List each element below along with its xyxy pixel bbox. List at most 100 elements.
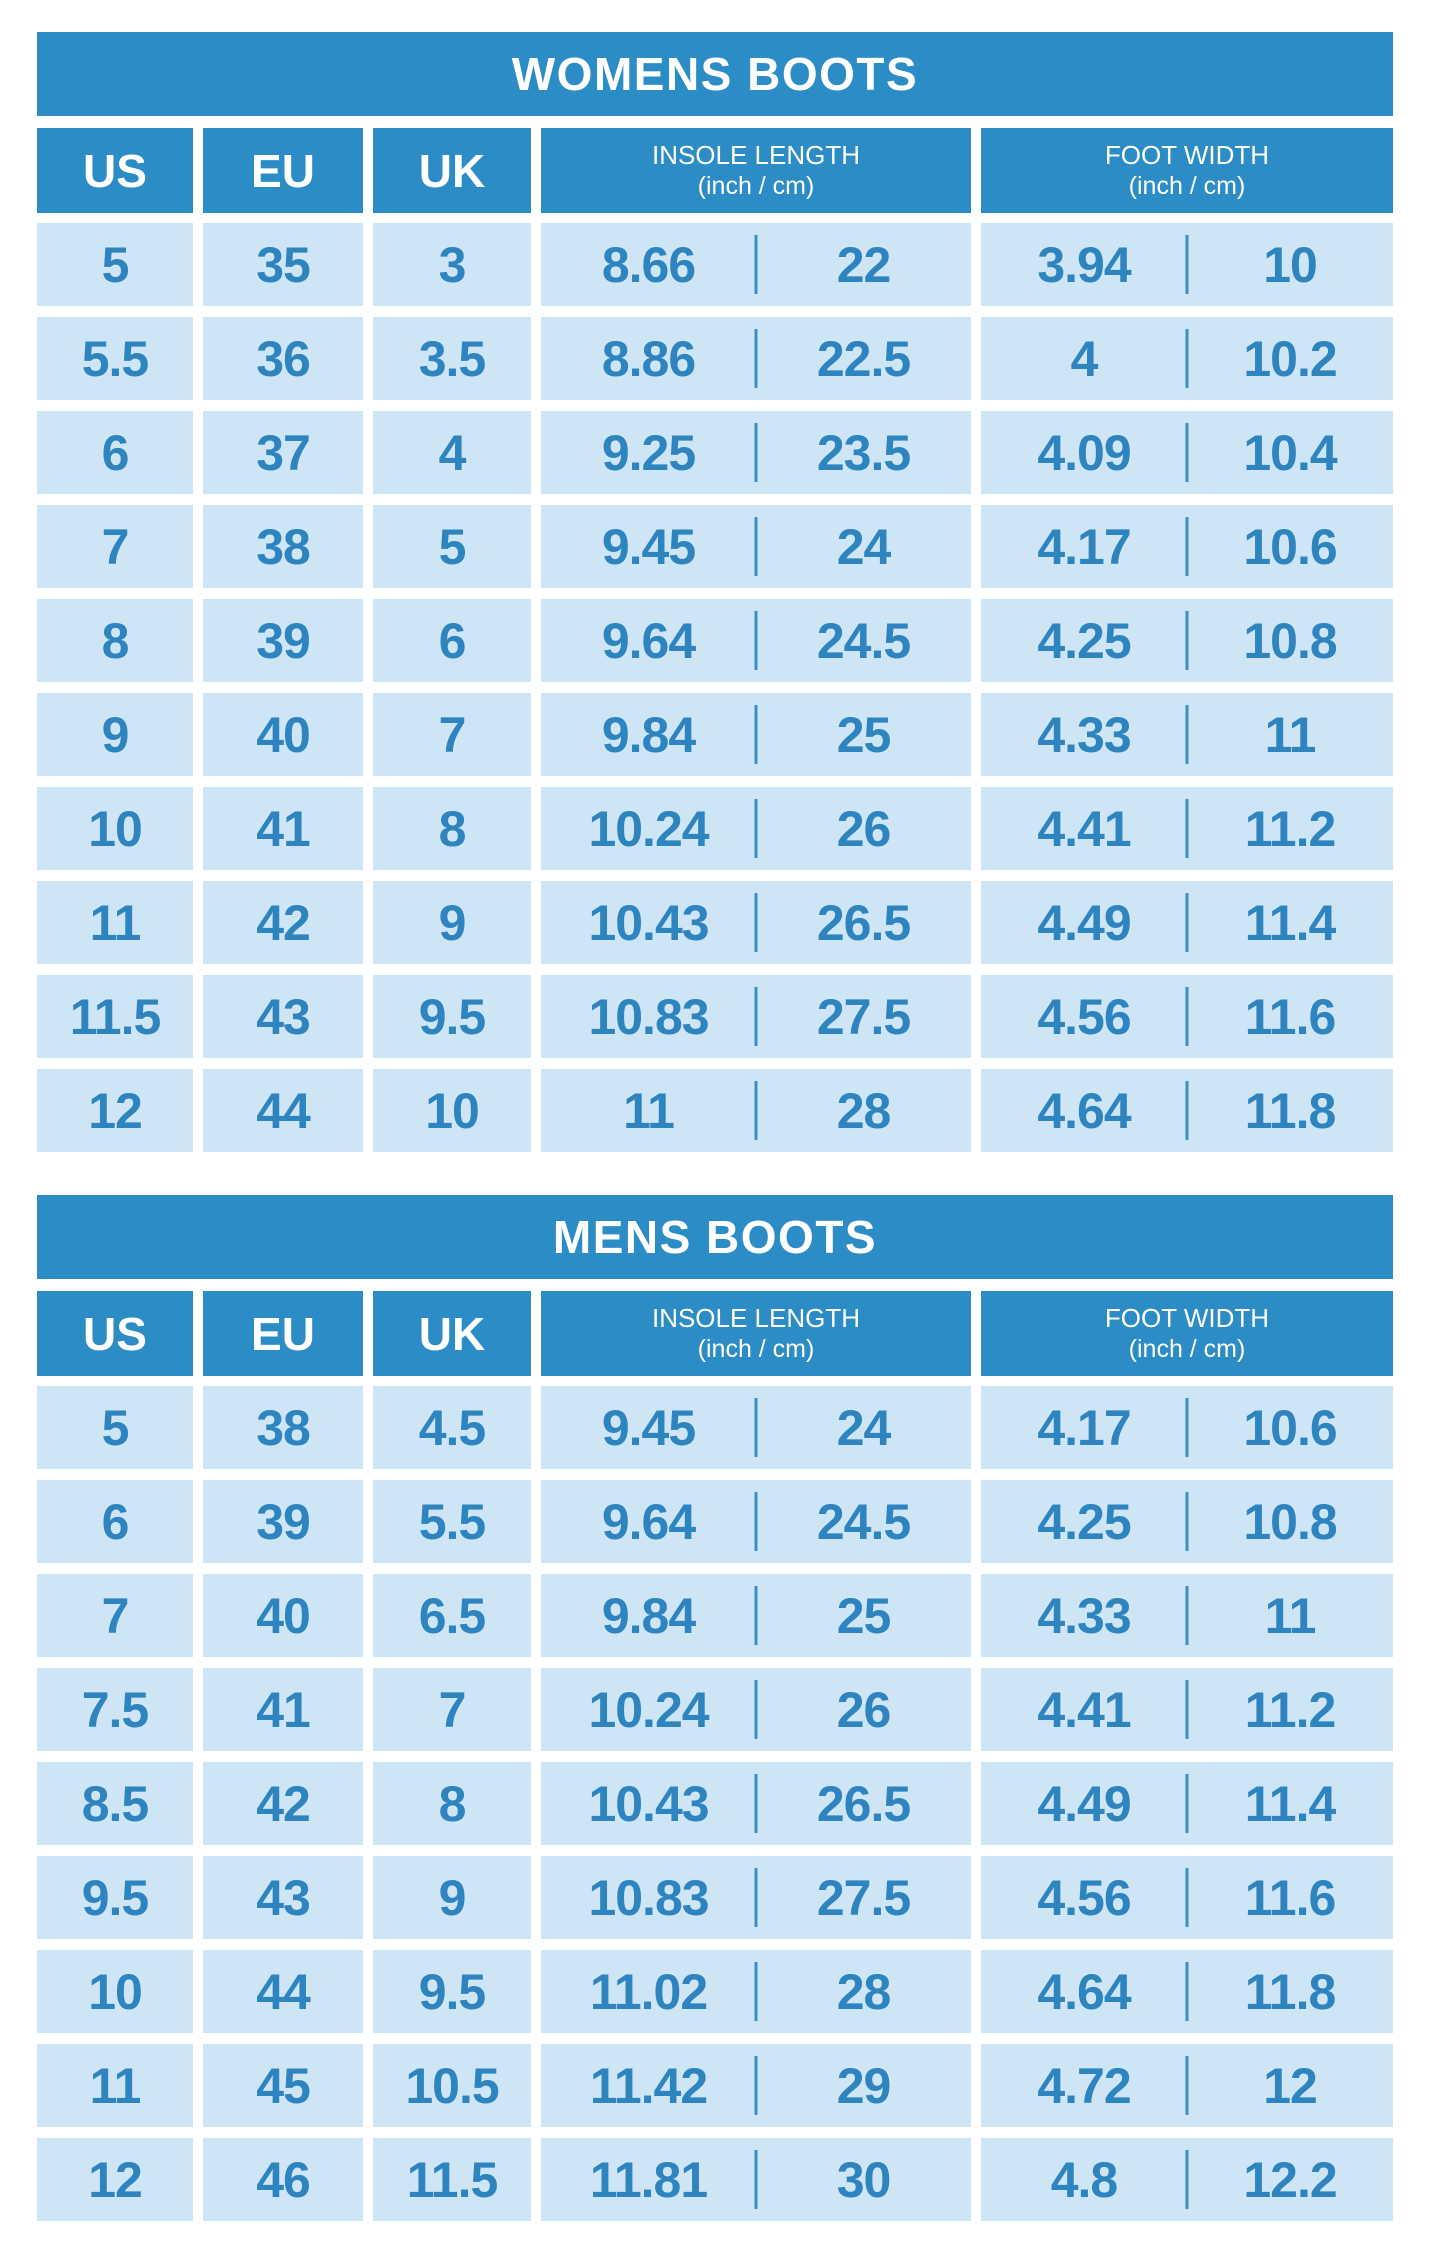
- insole-cm-value: 26: [836, 800, 892, 857]
- foot-cm-half: 11.4: [1187, 1775, 1393, 1833]
- uk-size-value: 5: [438, 518, 467, 575]
- foot-inch-value: 4.72: [1037, 2057, 1131, 2114]
- us-column-header: US: [37, 128, 193, 213]
- insole-header-line1: INSOLE LENGTH: [651, 1302, 861, 1333]
- insole-inch-value: 10.24: [588, 1681, 709, 1738]
- eu-size-cell: 43: [203, 975, 363, 1058]
- foot-cm-value: 10.8: [1243, 1493, 1337, 1550]
- eu-size-cell: 40: [203, 1574, 363, 1657]
- insole-cm-half: 26: [756, 1681, 971, 1739]
- table-row: 10 41 8 10.24 26 4.41 11.2: [37, 787, 1393, 870]
- insole-cm-half: 22: [756, 236, 971, 294]
- foot-header-line1: FOOT WIDTH: [1104, 139, 1270, 170]
- uk-size-cell: 5: [373, 505, 531, 588]
- insole-cm-value: 30: [836, 2151, 892, 2208]
- uk-column-header: UK: [373, 1291, 531, 1376]
- foot-width-cell: 4.33 11: [981, 1574, 1393, 1657]
- inch-cm-divider: [754, 893, 758, 952]
- us-size-cell: 6: [37, 411, 193, 494]
- insole-inch-value: 10.43: [588, 894, 709, 951]
- eu-size-cell: 42: [203, 1762, 363, 1845]
- foot-inch-value: 4.33: [1037, 706, 1131, 763]
- foot-inch-half: 4.25: [981, 612, 1187, 670]
- insole-inch-value: 9.64: [601, 1493, 696, 1550]
- womens-table-body: 5 35 3 8.66 22 3.94 10 5.5 36 3.5 8.86 2…: [37, 223, 1393, 1152]
- foot-cm-value: 11: [1264, 1587, 1317, 1644]
- eu-size-cell: 38: [203, 505, 363, 588]
- table-row: 5.5 36 3.5 8.86 22.5 4 10.2: [37, 317, 1393, 400]
- uk-size-value: 4: [438, 424, 467, 481]
- uk-size-value: 9: [438, 1869, 467, 1926]
- foot-cm-value: 10: [1263, 236, 1318, 293]
- foot-inch-value: 4.64: [1037, 1082, 1131, 1139]
- insole-cm-half: 23.5: [756, 424, 971, 482]
- uk-size-value: 5.5: [418, 1493, 487, 1550]
- foot-inch-half: 4.49: [981, 894, 1187, 952]
- inch-cm-divider: [754, 799, 758, 858]
- insole-cm-value: 28: [836, 1963, 892, 2020]
- inch-cm-divider: [1185, 1081, 1189, 1140]
- foot-cm-value: 11: [1264, 706, 1317, 763]
- us-size-value: 9: [101, 706, 130, 763]
- us-size-value: 7.5: [81, 1681, 150, 1738]
- foot-inch-value: 4: [1070, 330, 1099, 387]
- uk-size-value: 11.5: [406, 2151, 499, 2208]
- table-row: 11.5 43 9.5 10.83 27.5 4.56 11.6: [37, 975, 1393, 1058]
- foot-inch-half: 3.94: [981, 236, 1187, 294]
- foot-cm-half: 10.4: [1187, 424, 1393, 482]
- insole-length-cell: 10.83 27.5: [541, 1856, 971, 1939]
- insole-header-line1: INSOLE LENGTH: [651, 139, 861, 170]
- inch-cm-divider: [754, 1680, 758, 1739]
- foot-width-cell: 4.56 11.6: [981, 975, 1393, 1058]
- foot-cm-value: 10.6: [1243, 1399, 1337, 1456]
- foot-width-cell: 4.64 11.8: [981, 1950, 1393, 2033]
- inch-cm-divider: [1185, 1774, 1189, 1833]
- inch-cm-divider: [754, 1492, 758, 1551]
- foot-inch-value: 4.41: [1037, 1681, 1131, 1738]
- eu-size-value: 42: [256, 1775, 311, 1832]
- foot-inch-value: 4.17: [1037, 1399, 1131, 1456]
- table-row: 12 46 11.5 11.81 30 4.8 12.2: [37, 2138, 1393, 2221]
- foot-cm-half: 11.2: [1187, 1681, 1393, 1739]
- insole-inch-half: 10.43: [541, 894, 756, 952]
- foot-width-column-header: FOOT WIDTH (inch / cm): [981, 128, 1393, 213]
- eu-size-cell: 46: [203, 2138, 363, 2221]
- insole-length-cell: 9.25 23.5: [541, 411, 971, 494]
- us-size-value: 6: [101, 424, 130, 481]
- insole-cm-value: 27.5: [816, 988, 911, 1045]
- insole-inch-value: 9.25: [601, 424, 696, 481]
- uk-size-cell: 5.5: [373, 1480, 531, 1563]
- eu-size-value: 41: [256, 800, 311, 857]
- foot-width-cell: 4.41 11.2: [981, 787, 1393, 870]
- us-size-value: 11: [89, 894, 142, 951]
- inch-cm-divider: [1185, 799, 1189, 858]
- insole-inch-value: 10.83: [588, 988, 709, 1045]
- foot-cm-half: 11.8: [1187, 1082, 1393, 1140]
- eu-size-cell: 45: [203, 2044, 363, 2127]
- us-size-value: 7: [101, 518, 130, 575]
- uk-column-header: UK: [373, 128, 531, 213]
- insole-cm-half: 29: [756, 2057, 971, 2115]
- foot-inch-value: 4.49: [1037, 894, 1131, 951]
- eu-size-cell: 35: [203, 223, 363, 306]
- inch-cm-divider: [754, 2150, 758, 2209]
- insole-length-column-header: INSOLE LENGTH (inch / cm): [541, 128, 971, 213]
- inch-cm-divider: [1185, 517, 1189, 576]
- inch-cm-divider: [754, 1962, 758, 2021]
- uk-size-value: 9.5: [418, 1963, 487, 2020]
- foot-width-cell: 4.25 10.8: [981, 1480, 1393, 1563]
- inch-cm-divider: [754, 1586, 758, 1645]
- eu-size-value: 35: [256, 236, 311, 293]
- inch-cm-divider: [1185, 987, 1189, 1046]
- foot-cm-half: 11.4: [1187, 894, 1393, 952]
- table-row: 8 39 6 9.64 24.5 4.25 10.8: [37, 599, 1393, 682]
- us-size-cell: 8.5: [37, 1762, 193, 1845]
- insole-inch-value: 9.64: [601, 612, 696, 669]
- foot-inch-half: 4.25: [981, 1493, 1187, 1551]
- eu-size-value: 38: [256, 518, 311, 575]
- uk-size-cell: 6: [373, 599, 531, 682]
- foot-width-cell: 4.64 11.8: [981, 1069, 1393, 1152]
- foot-cm-value: 11.6: [1244, 1869, 1337, 1926]
- insole-inch-value: 8.86: [601, 330, 696, 387]
- table-row: 6 39 5.5 9.64 24.5 4.25 10.8: [37, 1480, 1393, 1563]
